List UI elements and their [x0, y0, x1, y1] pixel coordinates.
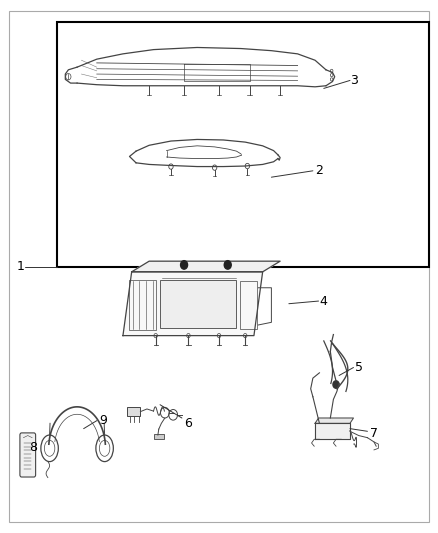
FancyBboxPatch shape: [20, 433, 35, 477]
Polygon shape: [315, 418, 353, 423]
Circle shape: [224, 261, 231, 269]
Polygon shape: [132, 261, 280, 272]
Text: 3: 3: [350, 74, 358, 87]
Text: 4: 4: [320, 295, 328, 308]
Polygon shape: [123, 272, 263, 336]
Bar: [130, 280, 155, 330]
Bar: [160, 280, 237, 328]
Text: 1: 1: [16, 260, 24, 273]
Text: 7: 7: [370, 427, 378, 440]
Text: 8: 8: [29, 441, 37, 454]
Text: 5: 5: [355, 361, 363, 374]
Polygon shape: [315, 423, 350, 439]
Text: 6: 6: [184, 417, 192, 430]
Text: 2: 2: [315, 164, 323, 177]
Bar: [240, 281, 257, 329]
Bar: [127, 407, 141, 416]
Circle shape: [333, 381, 339, 388]
Circle shape: [180, 261, 187, 269]
Bar: [57, 22, 428, 266]
Text: 9: 9: [99, 414, 107, 427]
Bar: [153, 434, 164, 439]
